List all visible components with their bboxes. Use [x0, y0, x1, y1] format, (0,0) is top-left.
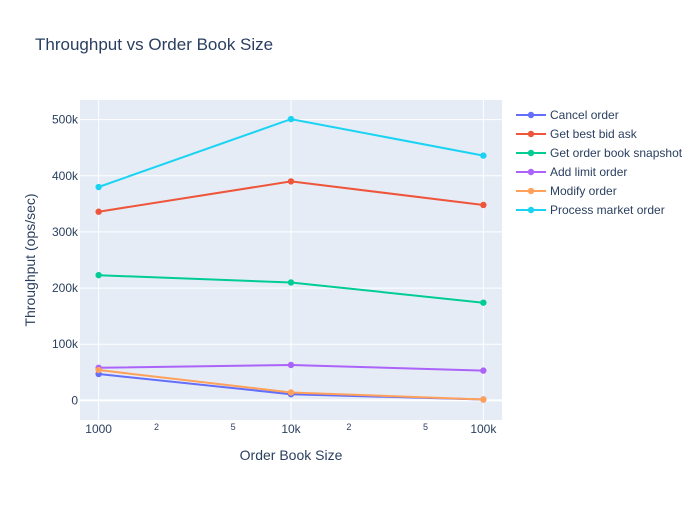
data-point-process-market-order	[95, 183, 102, 191]
legend-marker	[527, 187, 535, 195]
legend-label: Modify order	[550, 184, 617, 198]
y-tick-label: 300k	[52, 225, 79, 239]
data-point-get-best-bid-ask	[480, 201, 487, 209]
legend-marker	[527, 130, 535, 138]
x-axis-label: Order Book Size	[240, 447, 343, 463]
x-tick-label: 10k	[281, 422, 301, 436]
data-point-add-limit-order	[480, 367, 487, 374]
data-point-add-limit-order	[287, 361, 295, 369]
legend-label: Process market order	[550, 203, 665, 217]
legend-item[interactable]: Get best bid ask	[516, 127, 638, 141]
y-tick-label: 200k	[52, 281, 79, 295]
data-point-modify-order	[95, 366, 102, 374]
x-tick-label: 2	[154, 422, 159, 432]
grid-lines	[80, 100, 502, 420]
y-axis-ticks: 0 100k 200k 300k 400k 500k	[52, 113, 79, 408]
legend-label: Cancel order	[550, 108, 619, 122]
data-point-modify-order	[287, 389, 295, 396]
data-point-modify-order	[480, 396, 487, 403]
y-tick-label: 0	[71, 393, 78, 407]
data-point-process-market-order	[287, 115, 295, 123]
x-tick-label: 5	[231, 422, 236, 432]
legend-label: Add limit order	[550, 165, 627, 179]
x-axis-ticks: 1000 2 5 10k 2 5 100k	[85, 422, 497, 436]
data-point-get-order-book-snapshot	[480, 299, 487, 306]
legend-marker	[527, 111, 535, 119]
legend-item[interactable]: Process market order	[516, 203, 665, 217]
y-tick-label: 500k	[52, 113, 79, 127]
x-tick-label: 5	[423, 422, 428, 432]
data-point-process-market-order	[480, 152, 487, 159]
data-point-get-order-book-snapshot	[287, 279, 295, 286]
legend: Cancel order Get best bid ask Get order bo…	[516, 108, 683, 217]
legend-item[interactable]: Modify order	[516, 184, 617, 198]
legend-item[interactable]: Get order book snapshot	[516, 146, 683, 160]
x-tick-label: 1000	[85, 422, 112, 436]
data-point-get-best-bid-ask	[287, 178, 295, 185]
legend-marker	[527, 206, 535, 214]
legend-label: Get best bid ask	[550, 127, 638, 141]
series-lines	[95, 115, 487, 403]
data-point-get-best-bid-ask	[95, 208, 102, 215]
x-tick-label: 2	[346, 422, 351, 432]
legend-item[interactable]: Cancel order	[516, 108, 619, 122]
x-tick-label: 100k	[470, 422, 497, 436]
legend-marker	[527, 149, 535, 157]
chart-title: Throughput vs Order Book Size	[35, 35, 273, 54]
legend-item[interactable]: Add limit order	[516, 165, 627, 179]
data-point-get-order-book-snapshot	[95, 271, 102, 279]
legend-label: Get order book snapshot	[550, 146, 683, 160]
legend-marker	[527, 168, 535, 176]
y-tick-label: 100k	[52, 337, 79, 351]
y-tick-label: 400k	[52, 169, 79, 183]
y-axis-label: Throughput (ops/sec)	[22, 193, 38, 326]
